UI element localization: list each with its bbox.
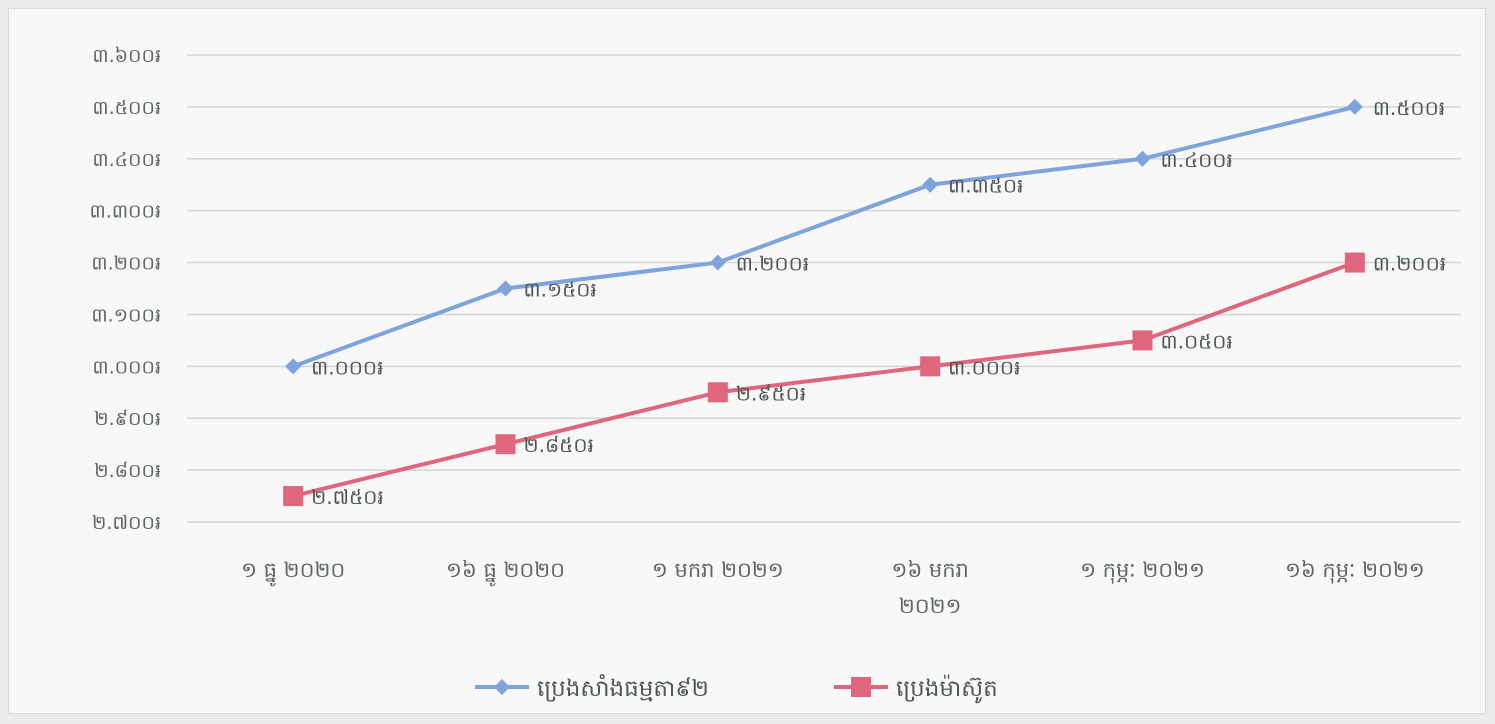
data-label: ៣.៣៥០៛ [948,174,1023,198]
series-line [292,104,1356,369]
legend-marker [851,677,871,697]
x-tick-label: ១៦ ធ្នូ ២០២០ [446,558,565,587]
x-axis-ticks: ១ ធ្នូ ២០២០ ១៦ ធ្នូ ២០២០ ១ មករា ២០២១ ១៦ មករ… [241,558,1425,618]
y-tick-label: ៣.០០០៛ [92,356,161,378]
x-tick-label: ១ កុម្ភៈ ២០២១ [1080,558,1205,584]
data-point [707,382,728,403]
data-label: ៣.០០០៛ [948,355,1020,379]
series-group [283,98,1365,507]
gridlines [187,54,1461,523]
data-label: ៣.១៥០៛ [524,278,597,302]
x-tick-label: ១៦ កុម្ភៈ ២០២១ [1285,558,1425,584]
y-tick-label: ២.៧០០៛ [92,512,161,534]
data-label: ៣.០០០៛ [311,355,383,379]
y-axis-ticks: ២.៧០០៛ ២.៨០០៛ ២.៩០០៛ ៣.០០០៛ ៣.១០០៛ ៣.២០០៛ ៣.៣០… [90,45,161,534]
y-tick-label: ៣.៤០០៛ [92,149,161,171]
data-point [1346,98,1363,115]
data-point [495,434,516,455]
data-label: ៣.២០០៛ [736,252,809,276]
data-label: ២.៧៥០៛ [311,485,384,509]
x-tick-label: ១ ធ្នូ ២០២០ [241,558,345,587]
legend-label: ប្រេងសាំងធម្មតា៩២ [537,674,709,702]
data-label: ៣.០៥០៛ [1161,329,1233,353]
data-label: ៣.៤០០៛ [1161,148,1233,172]
y-tick-label: ៣.២០០៛ [91,253,161,275]
data-label: ២.៨៥០៛ [524,433,594,457]
y-tick-label: ៣.៦០០៛ [92,45,161,67]
data-point [285,358,302,375]
data-point [920,356,941,377]
data-point [922,176,939,193]
chart-frame: ២.៧០០៛ ២.៨០០៛ ២.៩០០៛ ៣.០០០៛ ៣.១០០៛ ៣.២០០៛ ៣.៣០… [8,8,1486,714]
series-line [292,260,1356,498]
data-point [497,280,514,297]
data-point [1134,150,1151,167]
y-tick-label: ៣.៣០០៛ [90,201,161,223]
x-tick-label: ១ មករា ២០២១ [652,558,784,582]
line-chart: ២.៧០០៛ ២.៨០០៛ ២.៩០០៛ ៣.០០០៛ ៣.១០០៛ ៣.២០០៛ ៣.៣០… [90,45,1461,704]
data-label: ៣.២០០៛ [1373,252,1446,276]
data-point [709,254,726,271]
data-point [283,486,304,507]
y-tick-label: ៣.១០០៛ [91,304,161,326]
data-labels: ៣.០០០៛ ៣.១៥០៛ ៣.២០០៛ ៣.៣៥០៛ ៣.៤០០៛ ៣.៥០០៛២.៧៥… [311,96,1446,509]
y-tick-label: ៣.៥០០៛ [92,97,161,119]
legend-label: ប្រេងម៉ាស៊ូត [896,674,998,704]
y-tick-label: ២.៨០០៛ [94,460,161,482]
x-tick-label: ១៦ មករា២០២១ [891,558,968,618]
data-point [1344,252,1365,273]
data-label: ២.៩៥០៛ [736,381,806,405]
legend-marker [494,679,510,695]
y-tick-label: ២.៩០០៛ [94,408,161,430]
data-point [1132,330,1153,351]
data-label: ៣.៥០០៛ [1373,96,1445,120]
legend: ប្រេងសាំងធម្មតា៩២ ប្រេងម៉ាស៊ូត [475,674,998,704]
